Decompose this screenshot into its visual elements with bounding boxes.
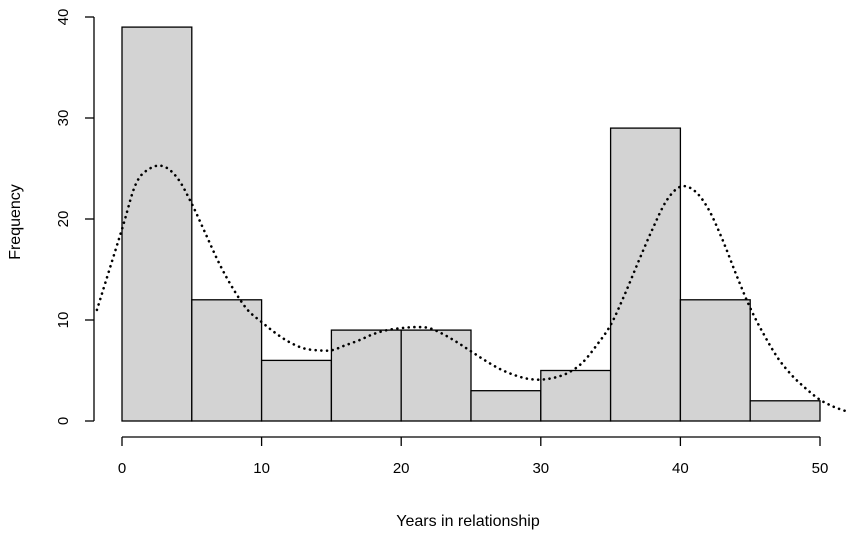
x-tick-label-0: 0 [118,460,126,477]
x-tick-label-50: 50 [812,460,829,477]
histogram-bar-5 [400,329,472,422]
histogram-bar-10 [749,400,821,422]
bars-group [121,26,821,422]
histogram-bar-4 [330,329,402,422]
histogram-bar-7 [540,369,612,422]
histogram-bar-6 [470,390,542,422]
x-tick-label-40: 40 [672,460,689,477]
density-curve [95,164,847,413]
y-axis-title: Frequency [7,184,24,260]
x-axis: 0 10 20 30 40 50 [118,436,829,477]
histogram-bar-1 [121,26,193,422]
density-curve-group [95,164,847,413]
histogram-bar-8 [609,127,682,422]
y-axis: 0 10 20 30 40 [55,9,95,425]
histogram-bar-9 [679,299,751,422]
x-tick-label-20: 20 [393,460,410,477]
y-tick-label-20: 20 [55,211,72,228]
histogram-bar-2 [191,299,263,422]
histogram-bar-3 [260,359,333,422]
y-tick-label-10: 10 [55,312,72,329]
y-tick-label-30: 30 [55,110,72,127]
x-axis-title: Years in relationship [396,513,540,530]
y-tick-label-0: 0 [55,417,72,425]
x-tick-label-30: 30 [532,460,549,477]
y-tick-label-40: 40 [55,9,72,26]
x-tick-label-10: 10 [253,460,270,477]
